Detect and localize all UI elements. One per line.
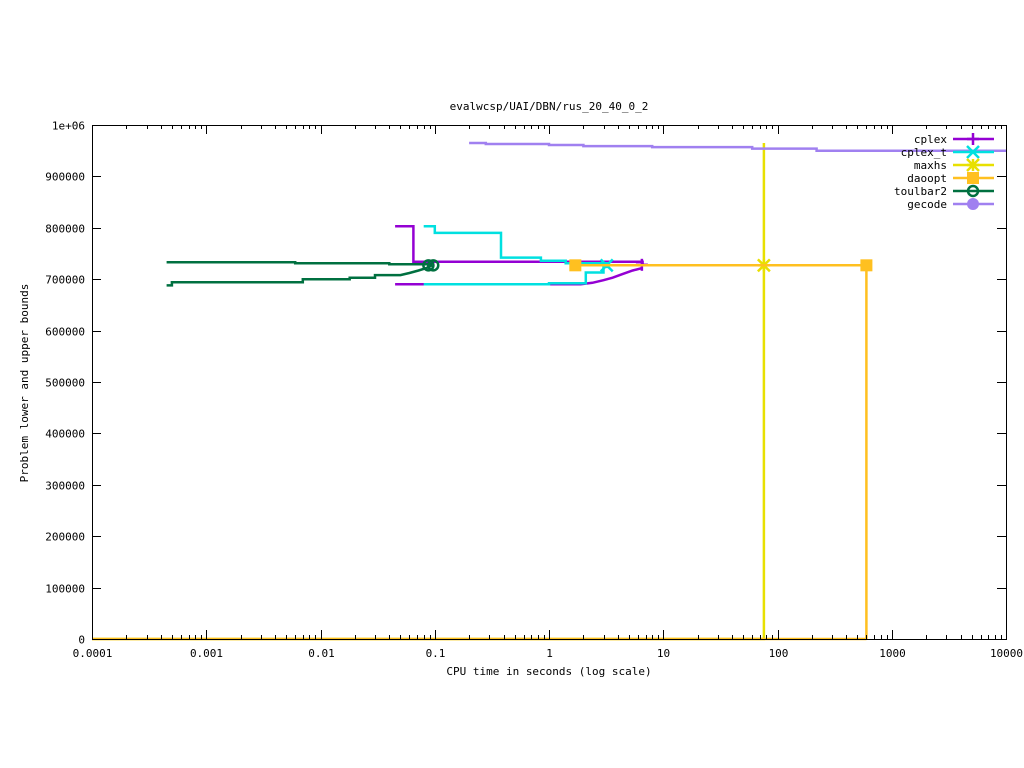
series-marker-daoopt [569,259,582,272]
series-gecode [469,141,1006,152]
legend-marker [967,133,979,145]
chart-title: evalwcsp/UAI/DBN/rus_20_40_0_2 [450,100,649,113]
legend-label: cplex [914,133,947,146]
legend-item-toulbar2: toulbar2 [894,184,994,198]
legend-marker [966,158,980,172]
series-line-cplex_t [423,225,609,265]
series-line-toulbar2 [166,264,433,287]
legend-item-cplex_t: cplex_t [901,145,994,159]
legend-label: maxhs [914,159,947,172]
plot-frame [92,125,1007,640]
y-tick-label: 400000 [45,428,85,441]
series-marker-toulbar2 [426,259,440,272]
y-tick-label: 800000 [45,223,85,236]
legend-marker [966,145,980,159]
axes: 0.0001 0.001 0.01 0.1 1 10 100 1000 100000100000… [45,120,1023,661]
y-tick-label: 300000 [45,480,85,493]
y-axis-label: Problem lower and upper bounds [18,284,31,483]
series-cplex [395,225,648,286]
y-tick-label: 700000 [45,274,85,287]
y-tick-label: 0 [78,634,85,647]
legend-item-gecode: gecode [907,198,994,211]
legend-item-maxhs: maxhs [914,158,994,172]
series-line-toulbar2 [166,260,433,266]
legend-item-daoopt: daoopt [907,172,994,185]
series-line-daoopt [575,264,868,639]
legend-marker [967,198,979,210]
legend-marker [967,172,979,184]
series-line-gecode [469,141,1006,152]
legend-marker [966,184,980,198]
legend-label: daoopt [907,172,947,185]
x-tick-label: 0.001 [190,647,223,660]
legend-label: gecode [907,198,947,211]
series-line-maxhs [92,143,766,641]
x-tick-label: 0.01 [308,647,335,660]
x-tick-label: 100 [769,647,789,660]
y-tick-label: 100000 [45,583,85,596]
series-marker-toulbar2 [422,259,435,272]
y-tick-label: 600000 [45,326,85,339]
y-tick-label: 500000 [45,377,85,390]
x-tick-label: 1000 [879,647,906,660]
series-maxhs [92,143,771,641]
y-tick-label: 900000 [45,171,85,184]
legend-label: cplex_t [901,146,947,159]
plot-area [92,141,1006,641]
series-daoopt [92,259,873,641]
x-tick-label: 10 [657,647,670,660]
x-tick-label: 10000 [990,647,1023,660]
x-tick-label: 0.0001 [73,647,113,660]
x-tick-label: 0.1 [426,647,446,660]
y-tick-label: 1e+06 [52,120,85,133]
series-cplex_t [423,225,614,286]
series-marker-daoopt [860,259,873,272]
y-tick-label: 200000 [45,531,85,544]
legend-label: toulbar2 [894,185,947,198]
series-line-cplex [395,225,644,265]
legend-item-cplex: cplex [914,133,994,146]
x-axis-label: CPU time in seconds (log scale) [446,665,651,678]
series-toulbar2 [166,259,440,287]
x-tick-label: 1 [546,647,553,660]
